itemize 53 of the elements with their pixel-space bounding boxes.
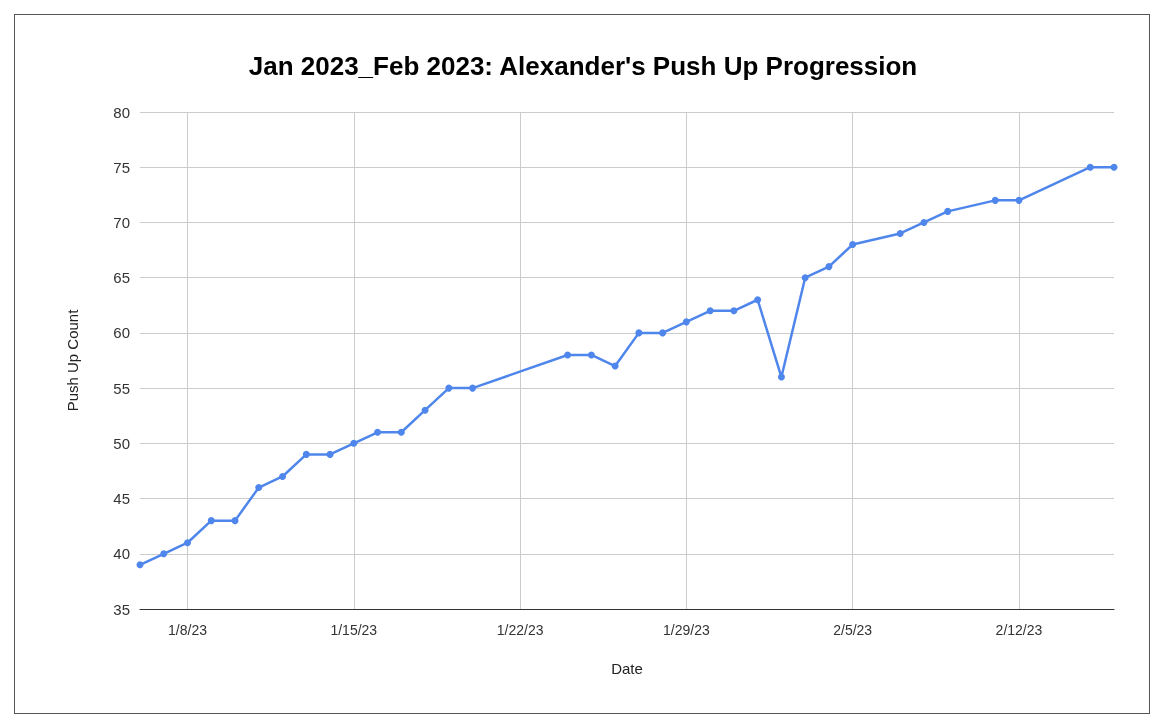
y-tick-label: 65 xyxy=(113,269,130,287)
chart-title: Jan 2023_Feb 2023: Alexander's Push Up Progression xyxy=(248,51,918,81)
x-tick-label: 1/8/23 xyxy=(168,622,208,638)
point xyxy=(255,484,263,492)
x-tick-label: 1/29/23 xyxy=(663,622,710,638)
y-tick-label: 40 xyxy=(113,545,130,563)
point xyxy=(991,196,999,204)
point xyxy=(564,351,572,359)
point xyxy=(1086,163,1094,171)
point xyxy=(944,207,952,215)
point xyxy=(706,307,714,315)
x-tick-label: 1/15/23 xyxy=(330,622,378,638)
y-tick-label: 55 xyxy=(113,379,130,397)
y-tick-label: 50 xyxy=(113,434,130,452)
point xyxy=(801,274,809,282)
point xyxy=(397,428,405,436)
y-axis-title: Push Up Count xyxy=(64,308,81,412)
x-tick-label: 1/22/23 xyxy=(496,622,544,638)
point xyxy=(374,428,382,436)
y-tick-label: 35 xyxy=(113,600,130,618)
point xyxy=(896,229,904,237)
x-axis-title: Date xyxy=(611,660,643,677)
x-tick-label: 2/5/23 xyxy=(833,622,873,638)
point xyxy=(754,296,762,304)
point xyxy=(682,318,690,326)
point xyxy=(469,384,477,392)
point xyxy=(445,384,453,392)
point xyxy=(279,472,287,480)
point xyxy=(1015,196,1023,204)
point xyxy=(350,439,358,447)
point xyxy=(849,241,857,249)
point xyxy=(231,517,239,525)
point xyxy=(777,373,785,381)
y-tick-label: 80 xyxy=(113,103,130,121)
point xyxy=(825,263,833,271)
point xyxy=(302,450,310,458)
x-tick-label: 2/12/23 xyxy=(995,622,1043,638)
point xyxy=(184,539,192,547)
y-tick-label: 60 xyxy=(113,324,130,342)
point xyxy=(730,307,738,315)
point xyxy=(635,329,643,337)
point xyxy=(920,218,928,226)
point xyxy=(587,351,595,359)
point xyxy=(659,329,667,337)
point xyxy=(421,406,429,414)
point xyxy=(1110,163,1118,171)
point xyxy=(326,450,334,458)
y-tick-label: 70 xyxy=(113,213,130,231)
y-tick-label: 75 xyxy=(113,158,130,176)
point xyxy=(160,550,168,558)
point xyxy=(207,517,215,525)
y-tick-label: 45 xyxy=(113,490,130,508)
point xyxy=(136,561,144,569)
